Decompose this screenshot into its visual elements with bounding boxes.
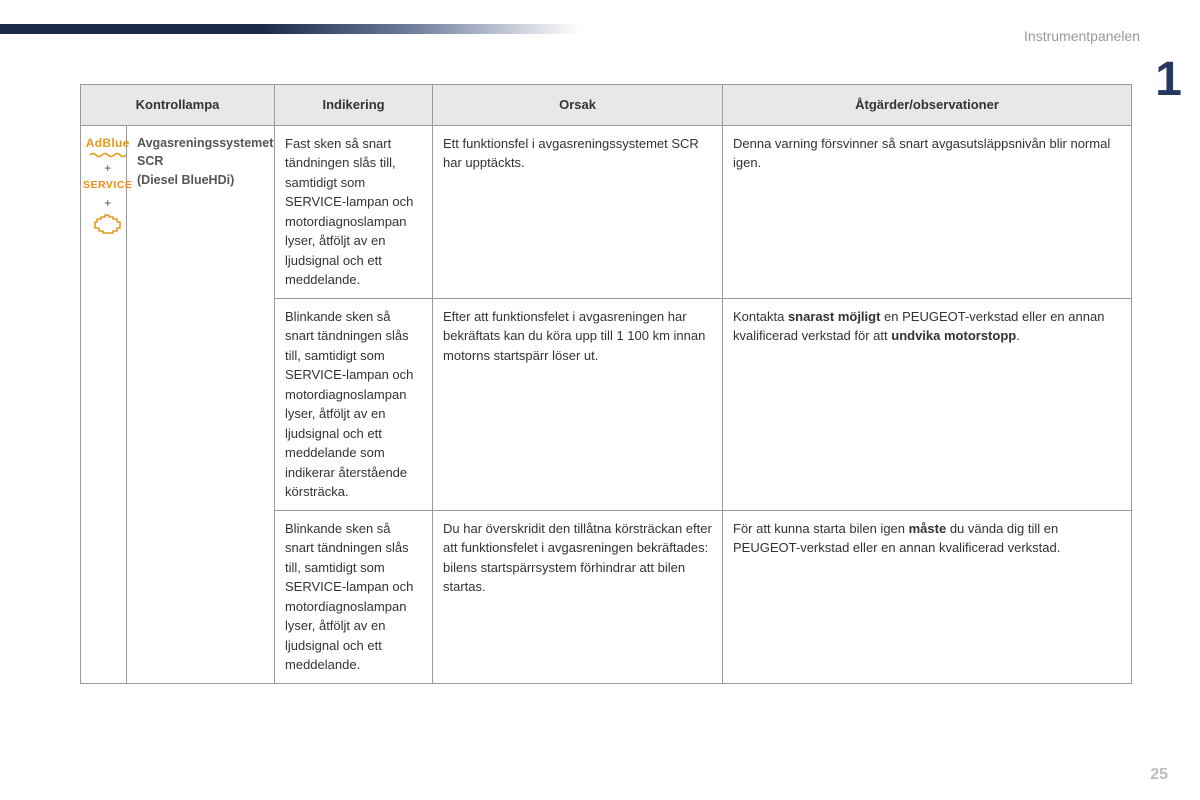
service-icon: SERVICE [83, 178, 132, 194]
lamp-icon-cell: AdBlue + SERVICE + [81, 125, 127, 683]
cell-orsak: Du har överskridit den tillåtna körsträc… [433, 510, 723, 683]
adblue-icon: AdBlue [83, 134, 132, 152]
cell-indikering: Blinkande sken så snart tändningen slås … [275, 298, 433, 510]
cell-indikering: Blinkande sken så snart tändningen slås … [275, 510, 433, 683]
page-number: 25 [1150, 766, 1168, 784]
lamp-name-line1: Avgasreningssystemet [137, 136, 273, 150]
col-header-orsak: Orsak [433, 85, 723, 126]
plus-icon: + [83, 159, 132, 177]
table-header-row: Kontrollampa Indikering Orsak Åtgärder/o… [81, 85, 1132, 126]
lamp-name-line2: SCR [137, 154, 163, 168]
table-row: AdBlue + SERVICE + Avgasreningssystemet … [81, 125, 1132, 298]
cell-atgarder: För att kunna starta bilen igen måste du… [723, 510, 1132, 683]
adblue-wave-icon [89, 152, 127, 158]
lamp-name-cell: Avgasreningssystemet SCR (Diesel BlueHDi… [127, 125, 275, 683]
lamp-name-line3: (Diesel BlueHDi) [137, 173, 234, 187]
col-header-kontrollampa: Kontrollampa [81, 85, 275, 126]
cell-indikering: Fast sken så snart tändningen slås till,… [275, 125, 433, 298]
section-title: Instrumentpanelen [1024, 28, 1140, 44]
cell-orsak: Efter att funktionsfelet i avgasreningen… [433, 298, 723, 510]
plus-icon: + [83, 194, 132, 212]
cell-orsak: Ett funktionsfel i avgasreningssystemet … [433, 125, 723, 298]
header-accent-bar [0, 24, 580, 34]
col-header-atgarder: Åtgärder/observationer [723, 85, 1132, 126]
col-header-indikering: Indikering [275, 85, 433, 126]
warning-lamp-table: Kontrollampa Indikering Orsak Åtgärder/o… [80, 84, 1132, 684]
cell-atgarder: Denna varning försvinner så snart avgasu… [723, 125, 1132, 298]
chapter-number: 1 [1155, 52, 1182, 107]
cell-atgarder: Kontakta snarast möjligt en PEUGEOT-verk… [723, 298, 1132, 510]
engine-warning-icon [93, 214, 123, 236]
